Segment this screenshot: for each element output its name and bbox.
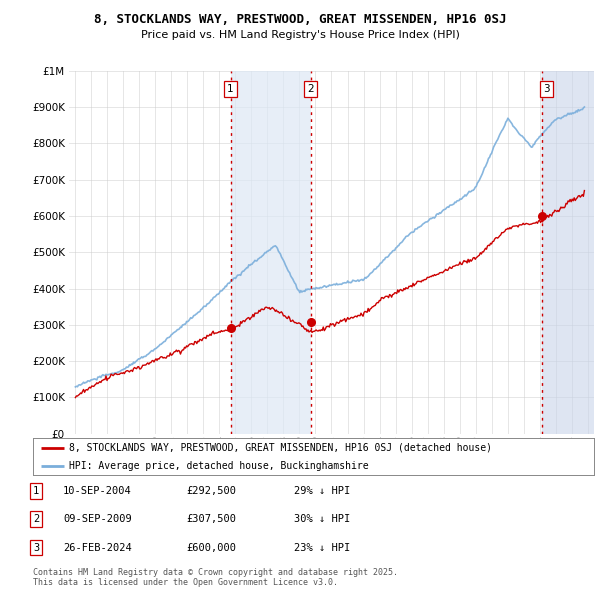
Bar — [230, 71, 311, 434]
Text: 2: 2 — [33, 514, 39, 524]
Text: 29% ↓ HPI: 29% ↓ HPI — [294, 486, 350, 496]
Bar — [542, 71, 594, 434]
Text: 3: 3 — [33, 543, 39, 552]
Text: 8, STOCKLANDS WAY, PRESTWOOD, GREAT MISSENDEN, HP16 0SJ: 8, STOCKLANDS WAY, PRESTWOOD, GREAT MISS… — [94, 13, 506, 26]
Text: 3: 3 — [544, 84, 550, 94]
Text: Price paid vs. HM Land Registry's House Price Index (HPI): Price paid vs. HM Land Registry's House … — [140, 30, 460, 40]
Text: £600,000: £600,000 — [186, 543, 236, 552]
Bar — [542, 71, 594, 434]
Text: 23% ↓ HPI: 23% ↓ HPI — [294, 543, 350, 552]
Text: 26-FEB-2024: 26-FEB-2024 — [63, 543, 132, 552]
Text: 8, STOCKLANDS WAY, PRESTWOOD, GREAT MISSENDEN, HP16 0SJ (detached house): 8, STOCKLANDS WAY, PRESTWOOD, GREAT MISS… — [70, 443, 493, 453]
Text: Contains HM Land Registry data © Crown copyright and database right 2025.
This d: Contains HM Land Registry data © Crown c… — [33, 568, 398, 587]
Text: 1: 1 — [227, 84, 234, 94]
Text: 2: 2 — [307, 84, 314, 94]
Text: 09-SEP-2009: 09-SEP-2009 — [63, 514, 132, 524]
Text: £292,500: £292,500 — [186, 486, 236, 496]
Text: HPI: Average price, detached house, Buckinghamshire: HPI: Average price, detached house, Buck… — [70, 461, 369, 471]
Text: £307,500: £307,500 — [186, 514, 236, 524]
Text: 1: 1 — [33, 486, 39, 496]
Bar — [541, 71, 543, 434]
Text: 10-SEP-2004: 10-SEP-2004 — [63, 486, 132, 496]
Text: 30% ↓ HPI: 30% ↓ HPI — [294, 514, 350, 524]
